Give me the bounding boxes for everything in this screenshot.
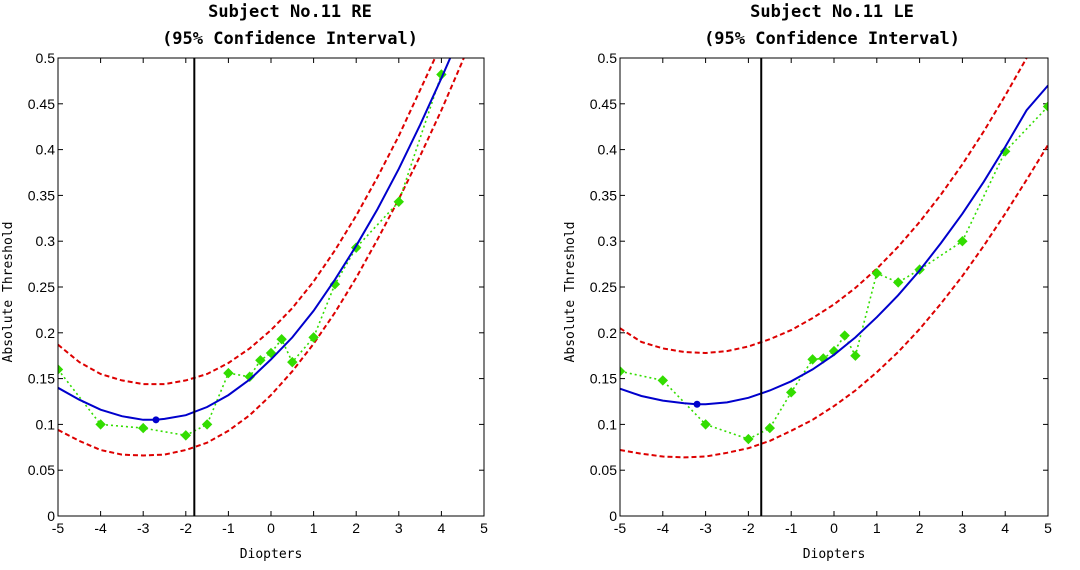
axes-frame: [619, 57, 1049, 517]
x-tick-label: -1: [222, 520, 235, 536]
y-tick-label: 0.4: [598, 142, 618, 158]
x-tick-label: 3: [395, 520, 403, 536]
series-line-fit: [620, 84, 1048, 406]
plot-area: [58, 58, 465, 457]
chart-left-eye: Subject No.11 LE (95% Confidence Interval…: [563, 2, 1052, 562]
y-tick-label: 0.05: [590, 462, 617, 478]
y-tick-label: 0.25: [28, 279, 55, 295]
x-tick-label: -2: [180, 520, 193, 536]
y-tick-label: 0.05: [28, 462, 55, 478]
y-tick-label: 0.2: [598, 325, 618, 341]
y-tick-label: 0.4: [36, 142, 56, 158]
data-point-marker: [180, 430, 192, 441]
y-tick-label: 0.25: [590, 279, 617, 295]
data-point-marker: [244, 371, 255, 382]
x-tick-label: -2: [742, 520, 755, 536]
x-axis-label: Diopters: [240, 547, 303, 562]
x-tick-label: 0: [267, 520, 275, 536]
axes-frame: [57, 57, 485, 517]
y-tick-label: 0.1: [36, 416, 56, 432]
y-axis-label: Absolute Threshold: [1, 222, 16, 363]
x-tick-label: 1: [873, 520, 881, 536]
x-tick-label: 4: [438, 520, 446, 536]
series-line-fit: [58, 58, 452, 421]
y-tick-label: 0.35: [590, 187, 617, 203]
series-line-lower-ci: [620, 144, 1048, 459]
series-line-upper-ci: [620, 58, 1028, 355]
x-tick-label: -4: [94, 520, 107, 536]
data-point-marker: [957, 235, 968, 247]
fit-minimum-point: [152, 416, 160, 424]
data-point-marker: [276, 334, 287, 345]
chart-title-line: (95% Confidence Interval): [704, 29, 960, 49]
y-tick-label: 0: [609, 508, 617, 524]
data-point-marker: [620, 366, 626, 377]
x-tick-label: -3: [137, 520, 150, 536]
y-tick-label: 0.2: [36, 325, 56, 341]
x-tick-label: 2: [352, 520, 360, 536]
data-point-marker: [850, 350, 861, 361]
y-tick-label: 0: [47, 508, 55, 524]
data-point-marker: [308, 332, 319, 343]
data-point-marker: [839, 330, 850, 341]
x-tick-label: 5: [1044, 520, 1052, 536]
y-tick-label: 0.15: [590, 371, 617, 387]
x-tick-label: -5: [52, 520, 65, 536]
data-point-marker: [657, 375, 669, 386]
data-point-marker: [223, 367, 234, 379]
x-axis-label: Diopters: [803, 547, 866, 562]
plot-area: [620, 58, 1048, 459]
x-tick-label: -5: [614, 520, 627, 536]
series-line-upper-ci: [58, 58, 437, 386]
x-tick-label: 4: [1001, 520, 1009, 536]
data-point-marker: [785, 387, 797, 398]
series-line-measured: [620, 105, 1048, 440]
x-tick-label: 2: [916, 520, 924, 536]
y-tick-label: 0.35: [28, 187, 55, 203]
x-tick-label: -3: [699, 520, 712, 536]
data-point-marker: [892, 277, 904, 288]
x-tick-label: 5: [480, 520, 488, 536]
y-tick-label: 0.1: [598, 416, 618, 432]
fit-minimum-point: [693, 400, 701, 408]
y-tick-label: 0.45: [28, 96, 55, 112]
data-point-marker: [137, 422, 149, 434]
data-point-marker: [255, 355, 266, 366]
x-tick-label: 0: [830, 520, 838, 536]
data-point-marker: [764, 422, 776, 434]
data-point-marker: [1042, 101, 1048, 112]
y-tick-label: 0.45: [590, 96, 617, 112]
data-point-marker: [201, 419, 213, 430]
y-axis-label: Absolute Threshold: [563, 222, 578, 363]
data-point-marker: [265, 347, 277, 359]
x-tick-label: -1: [785, 520, 798, 536]
data-point-marker: [743, 433, 754, 445]
chart-right-eye: Subject No.11 RE (95% Confidence Interval…: [1, 2, 488, 562]
data-point-marker: [95, 419, 106, 430]
y-tick-label: 0.15: [28, 371, 55, 387]
data-point-marker: [393, 196, 405, 208]
x-tick-label: 3: [959, 520, 967, 536]
y-tick-label: 0.3: [598, 233, 618, 249]
y-tick-label: 0.3: [36, 233, 56, 249]
y-tick-label: 0.5: [36, 50, 56, 66]
chart-title-line: (95% Confidence Interval): [162, 29, 418, 49]
series-line-lower-ci: [58, 58, 465, 457]
data-point-marker: [58, 364, 64, 375]
x-tick-label: 1: [310, 520, 318, 536]
data-point-marker: [287, 356, 298, 368]
x-tick-label: -4: [657, 520, 670, 536]
data-point-marker: [871, 268, 883, 279]
y-tick-label: 0.5: [598, 50, 618, 66]
data-point-marker: [807, 354, 818, 365]
chart-title-line: Subject No.11 RE: [208, 2, 372, 22]
chart-title-line: Subject No.11 LE: [750, 2, 914, 22]
data-point-marker: [700, 419, 711, 430]
